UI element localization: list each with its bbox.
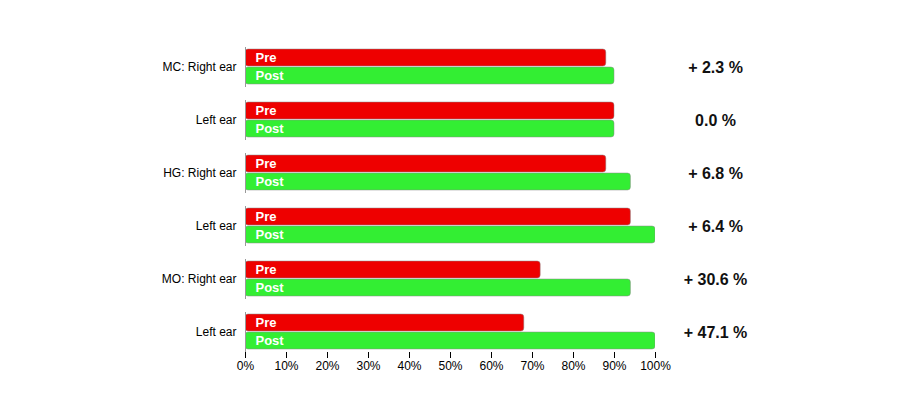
svg-text:30%: 30% — [356, 359, 380, 373]
svg-text:60%: 60% — [479, 359, 503, 373]
svg-text:0.0 %: 0.0 % — [695, 112, 736, 129]
svg-text:+ 47.1 %: + 47.1 % — [684, 324, 748, 341]
svg-text:Pre: Pre — [256, 262, 277, 277]
svg-text:HG: Right ear: HG: Right ear — [163, 166, 236, 180]
svg-text:0%: 0% — [237, 359, 255, 373]
svg-text:Left ear: Left ear — [196, 113, 237, 127]
svg-text:+ 2.3 %: + 2.3 % — [688, 59, 743, 76]
svg-text:Post: Post — [256, 174, 285, 189]
svg-text:10%: 10% — [274, 359, 298, 373]
svg-text:Pre: Pre — [256, 103, 277, 118]
svg-text:Post: Post — [256, 280, 285, 295]
svg-text:Pre: Pre — [256, 156, 277, 171]
svg-text:90%: 90% — [602, 359, 626, 373]
svg-text:Post: Post — [256, 227, 285, 242]
svg-text:100%: 100% — [640, 359, 671, 373]
svg-text:Post: Post — [256, 333, 285, 348]
svg-text:+ 6.8 %: + 6.8 % — [688, 165, 743, 182]
svg-text:+ 6.4 %: + 6.4 % — [688, 218, 743, 235]
svg-text:Left ear: Left ear — [196, 325, 237, 339]
svg-text:Left ear: Left ear — [196, 219, 237, 233]
svg-text:20%: 20% — [315, 359, 339, 373]
svg-text:Post: Post — [256, 68, 285, 83]
svg-text:+ 30.6 %: + 30.6 % — [684, 271, 748, 288]
svg-text:40%: 40% — [397, 359, 421, 373]
svg-text:Post: Post — [256, 121, 285, 136]
svg-text:Pre: Pre — [256, 209, 277, 224]
svg-text:Pre: Pre — [256, 315, 277, 330]
svg-text:50%: 50% — [438, 359, 462, 373]
svg-text:80%: 80% — [561, 359, 585, 373]
svg-text:MO: Right ear: MO: Right ear — [162, 272, 237, 286]
svg-text:70%: 70% — [520, 359, 544, 373]
svg-text:MC: Right ear: MC: Right ear — [162, 60, 236, 74]
svg-text:Pre: Pre — [256, 50, 277, 65]
